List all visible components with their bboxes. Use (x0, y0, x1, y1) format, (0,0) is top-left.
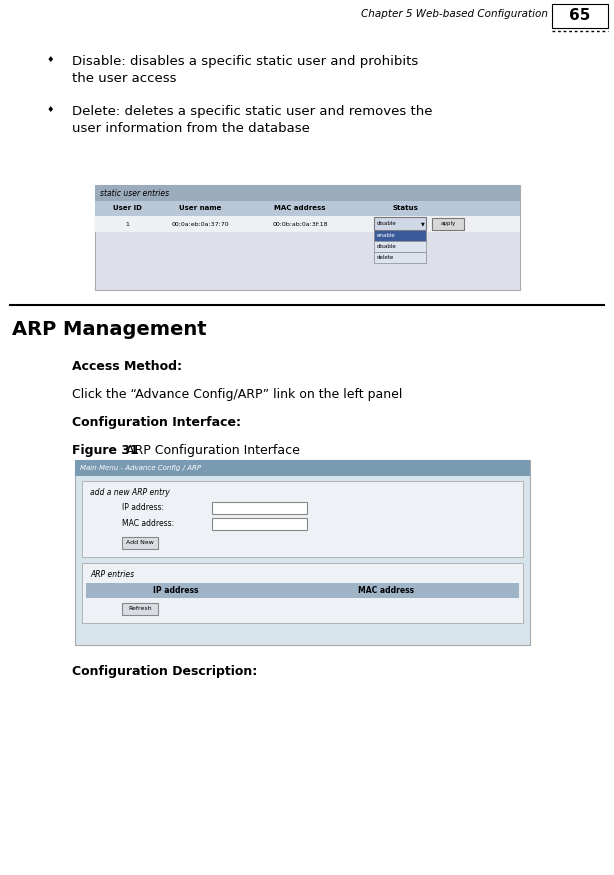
Bar (122, 603, 158, 615)
Text: Configuration Description:: Configuration Description: (72, 665, 257, 678)
Text: MAC address: MAC address (274, 206, 326, 212)
Bar (374, 217, 426, 230)
Text: 00:0b:ab:0a:3f:18: 00:0b:ab:0a:3f:18 (272, 221, 328, 227)
Bar (86, 583, 519, 598)
Text: delete: delete (377, 255, 394, 260)
Bar (75, 460, 530, 476)
Text: IP address: IP address (154, 586, 199, 595)
Bar (432, 218, 464, 230)
Text: Figure 31: Figure 31 (72, 444, 139, 457)
Bar (95, 216, 520, 232)
Text: Disable: disables a specific static user and prohibits: Disable: disables a specific static user… (72, 55, 418, 68)
Text: ARP Management: ARP Management (12, 320, 207, 339)
Text: Access Method:: Access Method: (72, 360, 182, 373)
Text: User name: User name (179, 206, 221, 212)
Text: enable: enable (377, 233, 396, 238)
Text: Main Menu - Advance Config / ARP: Main Menu - Advance Config / ARP (80, 465, 201, 471)
Bar (212, 502, 307, 514)
Text: ♦: ♦ (46, 105, 54, 114)
Text: ▼: ▼ (421, 221, 425, 226)
Text: add a new ARP entry: add a new ARP entry (90, 488, 169, 497)
Bar (552, 4, 608, 28)
Text: Configuration Interface:: Configuration Interface: (72, 416, 241, 429)
Bar (212, 518, 307, 530)
Text: disable: disable (377, 221, 397, 226)
Bar (75, 460, 530, 645)
Text: 00:0a:eb:0a:37:70: 00:0a:eb:0a:37:70 (171, 221, 229, 227)
Text: the user access: the user access (72, 72, 176, 85)
Bar (122, 537, 158, 549)
Text: Delete: deletes a specific static user and removes the: Delete: deletes a specific static user a… (72, 105, 432, 118)
Text: user information from the database: user information from the database (72, 122, 310, 135)
Text: apply: apply (440, 221, 456, 227)
Text: MAC address:: MAC address: (122, 519, 174, 528)
Text: 1: 1 (125, 221, 129, 227)
Text: 65: 65 (569, 9, 591, 24)
Text: static user entries: static user entries (100, 188, 169, 198)
Text: disable: disable (377, 244, 397, 249)
Bar (95, 201, 520, 216)
Bar (82, 563, 523, 623)
Bar (95, 185, 520, 290)
Bar (374, 241, 426, 252)
Bar (374, 252, 426, 263)
Text: ARP entries: ARP entries (90, 570, 134, 579)
Text: Status: Status (392, 206, 418, 212)
Text: Click the “Advance Config/ARP” link on the left panel: Click the “Advance Config/ARP” link on t… (72, 388, 402, 401)
Bar (374, 230, 426, 241)
Text: MAC address: MAC address (358, 586, 414, 595)
Text: Chapter 5 Web-based Configuration: Chapter 5 Web-based Configuration (361, 9, 548, 19)
Text: Add New: Add New (126, 541, 154, 545)
Text: User ID: User ID (112, 206, 141, 212)
Text: IP address:: IP address: (122, 503, 164, 512)
Bar (95, 185, 520, 201)
Text: ARP Configuration Interface: ARP Configuration Interface (122, 444, 300, 457)
Text: ♦: ♦ (46, 55, 54, 64)
Bar (82, 481, 523, 557)
Text: Refresh: Refresh (128, 606, 152, 612)
